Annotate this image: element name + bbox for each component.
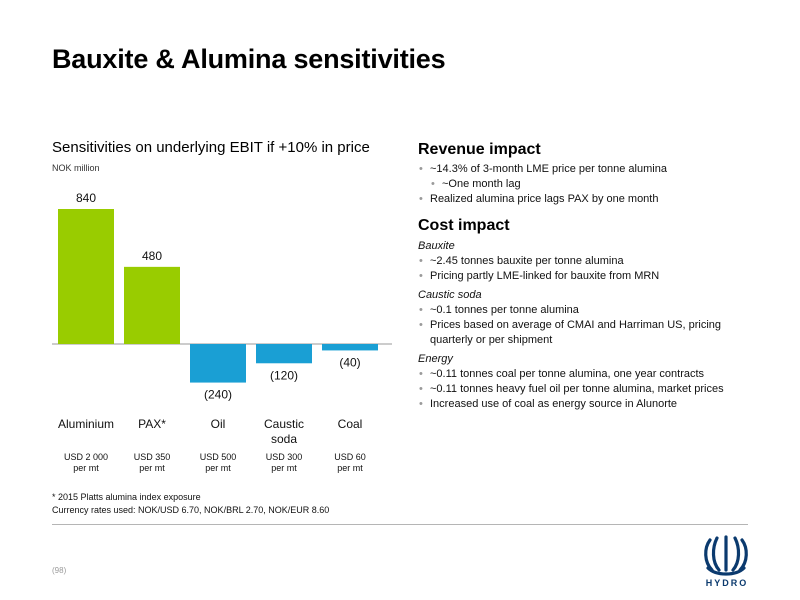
bar-3 xyxy=(256,344,312,364)
page-title: Bauxite & Alumina sensitivities xyxy=(52,44,446,74)
hydro-logo-icon xyxy=(704,535,748,576)
revenue-impact-title: Revenue impact xyxy=(418,141,541,158)
bar-4 xyxy=(322,344,378,351)
cost-group-list-0: ~2.45 tonnes bauxite per tonne aluminaPr… xyxy=(418,254,758,284)
footer-divider xyxy=(52,524,748,525)
revenue-impact-list: ~14.3% of 3-month LME price per tonne al… xyxy=(418,162,758,207)
cost-impact-groups: Bauxite ~2.45 tonnes bauxite per tonne al… xyxy=(418,240,758,412)
bar-2 xyxy=(190,344,246,383)
bar-1 xyxy=(124,266,180,344)
revenue-item-1: ~One month lag xyxy=(418,177,758,192)
cost-item-2-2: Increased use of coal as energy source i… xyxy=(418,397,758,412)
category-label-4: Coal xyxy=(337,417,363,431)
cost-group-title-1: Caustic soda xyxy=(418,289,482,301)
data-label-4: (40) xyxy=(339,355,360,369)
price-label-0: USD 2 000 per mt xyxy=(63,452,109,473)
data-label-1: 480 xyxy=(142,249,162,263)
cost-impact-title: Cost impact xyxy=(418,217,510,234)
category-label-2: Oil xyxy=(210,417,226,431)
bar-0 xyxy=(58,209,114,344)
impact-panel: Revenue impact ~14.3% of 3-month LME pri… xyxy=(418,141,758,412)
category-label-1: PAX* xyxy=(138,417,166,431)
footnote-pax: * 2015 Platts alumina index exposure xyxy=(52,492,201,502)
cost-item-0-1: Pricing partly LME-linked for bauxite fr… xyxy=(418,269,758,284)
price-label-2: USD 500 per mt xyxy=(199,452,237,473)
category-label-3: Caustic soda xyxy=(263,417,304,446)
cost-item-2-1: ~0.11 tonnes heavy fuel oil per tonne al… xyxy=(418,382,758,397)
price-label-4: USD 60 per mt xyxy=(334,452,366,473)
cost-group-list-1: ~0.1 tonnes per tonne aluminaPrices base… xyxy=(418,303,758,348)
footnote-currency: Currency rates used: NOK/USD 6.70, NOK/B… xyxy=(52,505,330,515)
cost-group-title-0: Bauxite xyxy=(418,240,455,252)
page-number: (98) xyxy=(52,566,67,575)
cost-item-2-0: ~0.11 tonnes coal per tonne alumina, one… xyxy=(418,367,758,382)
data-label-3: (120) xyxy=(270,368,298,382)
hydro-wordmark: HYDRO xyxy=(705,578,749,588)
revenue-item-0: ~14.3% of 3-month LME price per tonne al… xyxy=(418,162,758,177)
cost-item-0-0: ~2.45 tonnes bauxite per tonne alumina xyxy=(418,254,758,269)
chart-unit: NOK million xyxy=(52,163,100,173)
data-label-2: (240) xyxy=(204,388,232,402)
revenue-item-2: Realized alumina price lags PAX by one m… xyxy=(418,192,758,207)
data-label-0: 840 xyxy=(76,191,96,205)
cost-item-1-1: Prices based on average of CMAI and Harr… xyxy=(418,318,758,348)
price-label-1: USD 350 per mt xyxy=(133,452,171,473)
cost-group-list-2: ~0.11 tonnes coal per tonne alumina, one… xyxy=(418,367,758,412)
price-label-3: USD 300 per mt xyxy=(265,452,303,473)
cost-item-1-0: ~0.1 tonnes per tonne alumina xyxy=(418,303,758,318)
chart-title: Sensitivities on underlying EBIT if +10%… xyxy=(52,139,370,156)
category-label-0: Aluminium xyxy=(57,417,114,431)
cost-group-title-2: Energy xyxy=(418,353,453,365)
